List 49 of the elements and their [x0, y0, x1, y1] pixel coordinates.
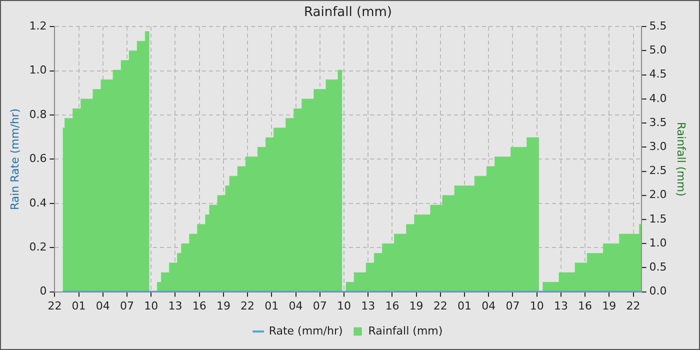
y-tick-label: 0.2 — [29, 240, 47, 254]
x-tick-label: 22 — [240, 299, 255, 312]
y-axis-title: Rain Rate (mm/hr) — [8, 108, 22, 210]
x-tick-label: 13 — [554, 299, 568, 312]
y2-tick-label: 4.5 — [649, 68, 667, 81]
y2-tick-label: 3.5 — [649, 116, 667, 129]
x-tick-label: 01 — [264, 299, 279, 312]
y-tick-label: 1.2 — [29, 19, 47, 32]
x-tick-label: 22 — [48, 299, 62, 312]
x-tick-label: 13 — [361, 299, 376, 312]
x-tick-label: 07 — [312, 299, 327, 312]
x-tick-label: 16 — [578, 299, 592, 312]
y2-tick-label: 0.5 — [649, 260, 667, 274]
x-tick-label: 22 — [626, 299, 640, 312]
legend-label: Rate (mm/hr) — [268, 324, 343, 338]
x-tick-label: 19 — [602, 299, 616, 312]
x-tick-label: 22 — [433, 299, 448, 312]
x-tick-label: 04 — [288, 299, 303, 312]
x-tick-label: 04 — [482, 299, 496, 312]
y2-tick-label: 1.5 — [649, 212, 667, 226]
x-tick-label: 16 — [192, 299, 206, 312]
x-tick-label: 10 — [144, 299, 158, 312]
y2-tick-label: 0.0 — [649, 284, 667, 298]
legend-label: Rainfall (mm) — [368, 324, 443, 338]
y2-tick-label: 5.5 — [649, 19, 667, 32]
y-tick-label: 1.0 — [29, 64, 47, 77]
x-tick-label: 07 — [506, 299, 520, 312]
y2-tick-label: 2.0 — [649, 188, 667, 202]
x-tick-label: 10 — [336, 299, 351, 312]
y-tick-label: 0.8 — [29, 108, 47, 121]
y2-tick-label: 3.0 — [649, 140, 667, 154]
x-tick-label: 19 — [409, 299, 424, 312]
x-tick-label: 16 — [385, 299, 400, 312]
x-tick-label: 01 — [458, 299, 472, 312]
y2-tick-label: 4.0 — [649, 92, 667, 105]
chart-title: Rainfall (mm) — [304, 5, 392, 20]
x-tick-label: 13 — [168, 299, 182, 312]
y2-tick-label: 5.0 — [649, 44, 667, 57]
x-tick-label: 10 — [530, 299, 544, 312]
y-tick-label: 0 — [40, 284, 47, 298]
y-tick-label: 0.4 — [29, 196, 47, 210]
y-tick-label: 0.6 — [29, 152, 47, 166]
x-tick-label: 04 — [96, 299, 110, 312]
x-tick-label: 07 — [120, 299, 134, 312]
x-tick-label: 01 — [72, 299, 86, 312]
y2-axis-title: Rainfall (mm) — [674, 122, 688, 196]
y2-tick-label: 2.5 — [649, 164, 667, 178]
x-tick-label: 19 — [216, 299, 230, 312]
y2-tick-label: 1.0 — [649, 236, 667, 250]
